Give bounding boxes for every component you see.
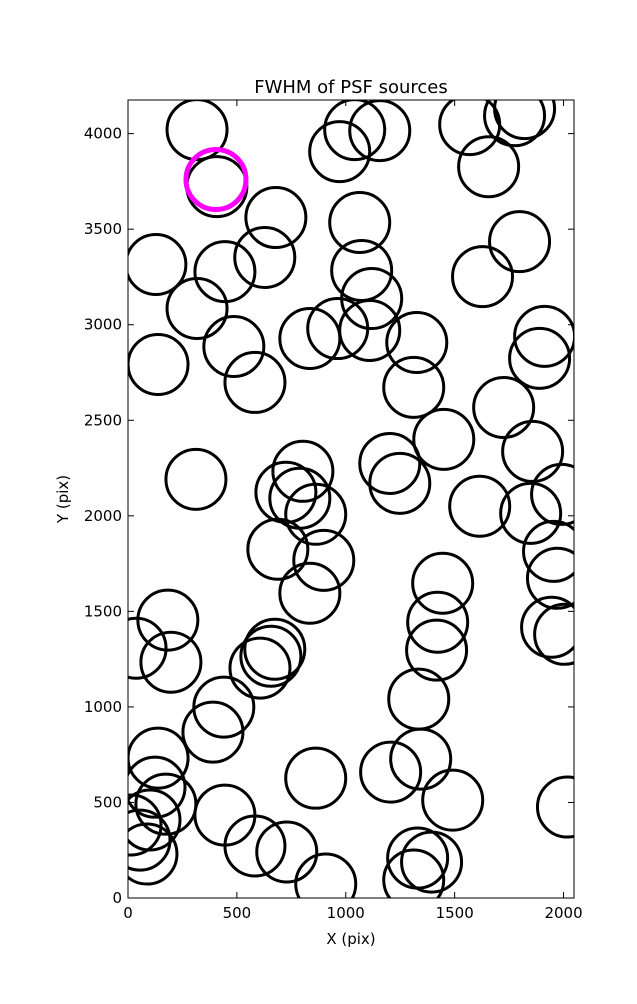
y-tick-label: 2500 — [84, 411, 122, 429]
source-circle — [522, 519, 574, 583]
source-circle — [412, 407, 476, 471]
source-circle — [292, 528, 356, 592]
source-circle — [368, 451, 432, 515]
source-circle — [306, 297, 370, 361]
source-circle — [421, 768, 485, 832]
plot-frame — [127, 99, 575, 899]
source-circle — [493, 100, 557, 141]
source-circle — [183, 146, 249, 212]
y-axis-label: Y (pix) — [54, 475, 72, 524]
source-circle — [406, 590, 470, 654]
x-tick-label: 1000 — [327, 904, 365, 922]
source-circle — [202, 315, 266, 379]
source-circle — [294, 852, 358, 898]
source-circle — [411, 551, 475, 615]
source-circle — [328, 190, 392, 254]
y-tick-label: 4000 — [84, 125, 122, 143]
source-circle — [243, 617, 307, 681]
x-tick-label: 0 — [123, 904, 133, 922]
source-circle — [139, 630, 203, 694]
source-circle — [228, 636, 292, 700]
source-circle — [501, 419, 565, 483]
source-circle — [165, 276, 229, 340]
x-tick-label: 1500 — [436, 904, 474, 922]
source-circle — [448, 474, 512, 538]
x-axis-label: X (pix) — [326, 930, 375, 948]
source-circle — [181, 700, 245, 764]
source-circle — [382, 355, 446, 419]
source-circle — [483, 100, 547, 148]
source-circle — [244, 186, 308, 250]
y-tick-label: 3500 — [84, 220, 122, 238]
source-circle — [233, 225, 297, 289]
source-circle — [128, 233, 188, 297]
source-circle — [239, 624, 303, 688]
source-circle — [136, 588, 200, 652]
x-tick-label: 500 — [223, 904, 252, 922]
source-circle — [284, 482, 348, 546]
source-circle — [520, 595, 574, 659]
source-circle — [165, 100, 229, 162]
source-circle — [128, 793, 163, 857]
source-circle — [533, 602, 574, 666]
y-tick-label: 500 — [93, 793, 122, 811]
y-tick-label: 1500 — [84, 602, 122, 620]
source-circle — [128, 808, 172, 872]
source-circle — [405, 618, 469, 682]
source-circle — [513, 304, 574, 368]
source-circle — [389, 727, 453, 791]
source-circle — [128, 822, 179, 886]
source-circle — [358, 431, 422, 495]
source-circle — [499, 481, 563, 545]
source-circle — [246, 517, 310, 581]
source-circle — [348, 100, 412, 163]
source-circle — [451, 245, 515, 309]
source-circle — [488, 210, 552, 274]
source-circle — [338, 298, 402, 362]
source-circle — [128, 755, 187, 819]
source-circle — [271, 439, 335, 503]
source-circle — [255, 820, 319, 884]
y-tick-label: 1000 — [84, 698, 122, 716]
x-tick-label: 2000 — [544, 904, 582, 922]
y-tick-label: 3000 — [84, 316, 122, 334]
y-tick-label: 2000 — [84, 507, 122, 525]
source-circle — [164, 447, 228, 511]
chart-title: FWHM of PSF sources — [254, 77, 448, 98]
source-circle — [382, 848, 446, 898]
source-circle — [278, 561, 342, 625]
source-circle — [323, 100, 387, 162]
source-circle — [359, 740, 423, 804]
source-circle — [525, 546, 574, 610]
source-circle — [223, 814, 287, 878]
y-tick-label: 0 — [112, 889, 122, 907]
source-circle — [223, 350, 287, 414]
source-circle — [530, 462, 574, 526]
source-circle — [308, 120, 372, 184]
source-circle — [457, 135, 521, 199]
source-circle — [385, 310, 449, 374]
source-circle — [535, 775, 574, 839]
source-circle — [128, 616, 168, 680]
source-circle — [472, 375, 536, 439]
source-circle — [284, 746, 348, 810]
source-circle — [508, 326, 572, 390]
source-circle — [400, 830, 464, 894]
plot-marks — [128, 100, 574, 898]
